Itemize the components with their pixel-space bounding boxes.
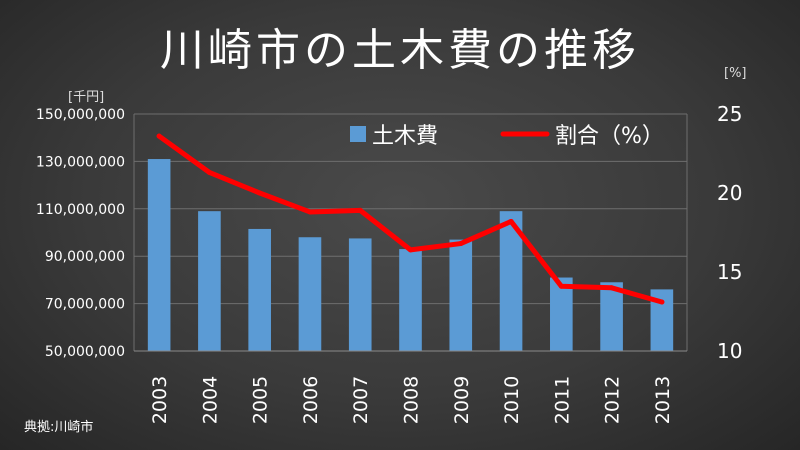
x-tick-label: 2013 bbox=[652, 376, 674, 424]
legend-bar-label: 土木費 bbox=[372, 124, 438, 149]
x-tick-label: 2006 bbox=[300, 376, 322, 424]
x-tick-label: 2003 bbox=[149, 376, 171, 424]
bar bbox=[600, 282, 623, 351]
bar bbox=[198, 211, 221, 351]
line-point bbox=[357, 207, 363, 213]
bar bbox=[449, 239, 473, 351]
y-left-tick-label: 110,000,000 bbox=[36, 202, 125, 218]
x-tick-label: 2004 bbox=[199, 376, 221, 424]
line-point bbox=[257, 190, 263, 196]
bar bbox=[399, 249, 422, 351]
line-point bbox=[408, 247, 413, 253]
line-point bbox=[609, 285, 615, 291]
left-axis-unit: [千円] bbox=[68, 90, 105, 105]
legend-bar-swatch bbox=[350, 126, 366, 142]
x-tick-label: 2007 bbox=[350, 376, 372, 424]
y-left-tick-label: 90,000,000 bbox=[45, 249, 125, 265]
x-tick-label: 2009 bbox=[451, 376, 473, 424]
line-point bbox=[156, 133, 162, 139]
bar bbox=[147, 159, 171, 351]
legend-line-label: 割合（%） bbox=[555, 124, 664, 149]
x-tick-label: 2008 bbox=[401, 376, 423, 424]
line-point bbox=[659, 299, 665, 305]
chart-title: 川崎市の土木費の推移 bbox=[160, 25, 640, 76]
y-left-tick-label: 130,000,000 bbox=[36, 154, 125, 170]
bar bbox=[650, 289, 674, 351]
y-left-tick-label: 150,000,000 bbox=[36, 107, 125, 123]
bar bbox=[298, 237, 322, 351]
y-left-tick-label: 50,000,000 bbox=[45, 344, 125, 360]
source-note: 典拠:川崎市 bbox=[24, 420, 94, 435]
y-right-tick-label: 10 bbox=[717, 339, 742, 363]
bar bbox=[348, 238, 372, 351]
line-point bbox=[458, 241, 464, 247]
y-left-tick-label: 70,000,000 bbox=[45, 297, 125, 313]
line-point bbox=[558, 283, 564, 289]
right-axis-unit: [%] bbox=[724, 66, 747, 81]
y-right-tick-label: 25 bbox=[717, 102, 742, 126]
bar bbox=[550, 277, 573, 351]
x-tick-label: 2010 bbox=[501, 376, 523, 424]
y-right-tick-label: 15 bbox=[717, 260, 742, 284]
line-point bbox=[508, 218, 514, 224]
x-tick-label: 2011 bbox=[551, 376, 573, 424]
bar bbox=[499, 211, 523, 351]
bar bbox=[248, 228, 271, 351]
y-right-tick-label: 20 bbox=[717, 181, 742, 205]
line-point bbox=[206, 169, 212, 175]
line-point bbox=[307, 209, 313, 215]
x-tick-label: 2005 bbox=[250, 376, 272, 424]
x-tick-label: 2012 bbox=[602, 376, 624, 424]
